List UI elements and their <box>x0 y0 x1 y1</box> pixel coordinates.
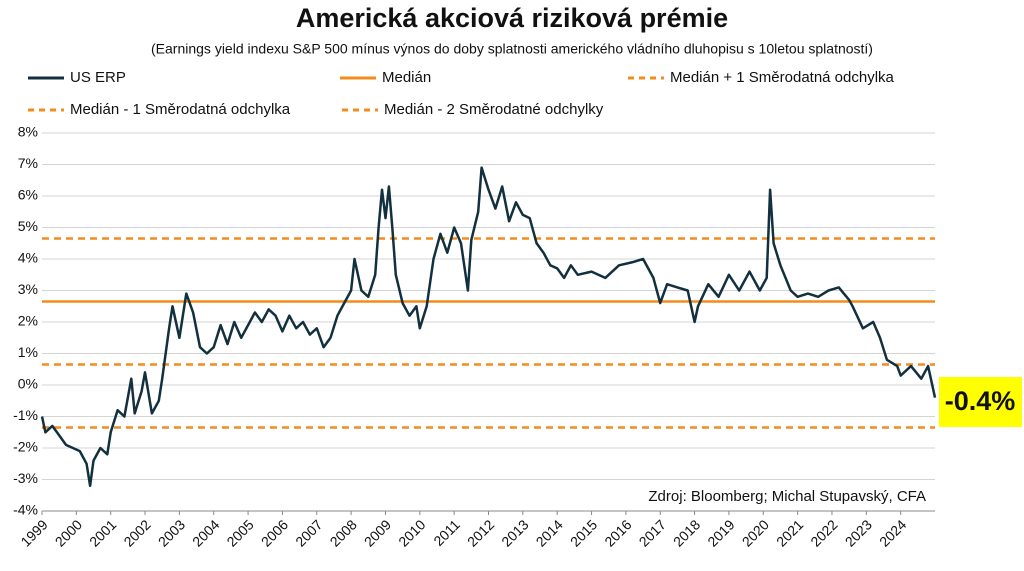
x-tick-label: 2002 <box>120 516 153 549</box>
source: Zdroj: Bloomberg; Michal Stupavský, CFA <box>648 488 926 505</box>
legend-label: US ERP <box>70 69 126 86</box>
y-tick-label: 6% <box>18 187 38 203</box>
x-tick-label: 2008 <box>327 516 360 549</box>
y-tick-label: 8% <box>18 124 38 140</box>
x-tick-label: 2004 <box>189 516 222 549</box>
x-tick-label: 2024 <box>876 516 909 549</box>
y-tick-label: -1% <box>13 407 38 423</box>
y-tick-label: -2% <box>13 439 38 455</box>
x-tick-label: 1999 <box>17 516 50 549</box>
x-tick-label: 2005 <box>223 516 256 549</box>
y-tick-label: 3% <box>18 281 38 297</box>
y-tick-label: 4% <box>18 250 38 266</box>
x-tick-label: 2023 <box>842 516 875 549</box>
y-tick-label: 2% <box>18 313 38 329</box>
y-tick-label: 7% <box>18 155 38 171</box>
x-tick-label: 2012 <box>464 516 497 549</box>
y-tick-label: 0% <box>18 376 38 392</box>
x-tick-label: 2010 <box>395 516 428 549</box>
x-tick-label: 2017 <box>636 516 669 549</box>
legend-label: Medián - 1 Směrodatná odchylka <box>70 101 291 118</box>
series-line <box>40 166 937 488</box>
y-tick-label: -3% <box>13 470 38 486</box>
x-tick-label: 2006 <box>258 516 291 549</box>
chart-subtitle: (Earnings yield indexu S&P 500 mínus výn… <box>151 41 873 57</box>
x-tick-label: 2003 <box>155 516 188 549</box>
legend-label: Medián + 1 Směrodatná odchylka <box>670 69 895 86</box>
y-tick-label: 1% <box>18 344 38 360</box>
x-tick-label: 2007 <box>292 516 325 549</box>
x-tick-label: 2013 <box>498 516 531 549</box>
x-tick-label: 2022 <box>807 516 840 549</box>
y-tick-label: -4% <box>13 502 38 518</box>
x-tick-label: 2020 <box>739 516 772 549</box>
x-tick-label: 2016 <box>601 516 634 549</box>
x-tick-label: 2009 <box>361 516 394 549</box>
x-tick-label: 2015 <box>567 516 600 549</box>
x-tick-label: 2021 <box>773 516 806 549</box>
x-tick-label: 2000 <box>52 516 85 549</box>
annotation: -0.4% <box>945 386 1016 416</box>
legend-label: Medián - 2 Směrodatné odchylky <box>384 101 604 118</box>
chart-title: Americká akciová riziková prémie <box>296 3 728 33</box>
annotation-box <box>939 377 1022 427</box>
x-tick-label: 2011 <box>430 516 463 549</box>
x-tick-label: 2001 <box>86 516 119 549</box>
legend-label: Medián <box>382 69 431 86</box>
y-tick-label: 5% <box>18 218 38 234</box>
x-tick-label: 2019 <box>704 516 737 549</box>
x-tick-label: 2018 <box>670 516 703 549</box>
x-tick-label: 2014 <box>533 516 566 549</box>
